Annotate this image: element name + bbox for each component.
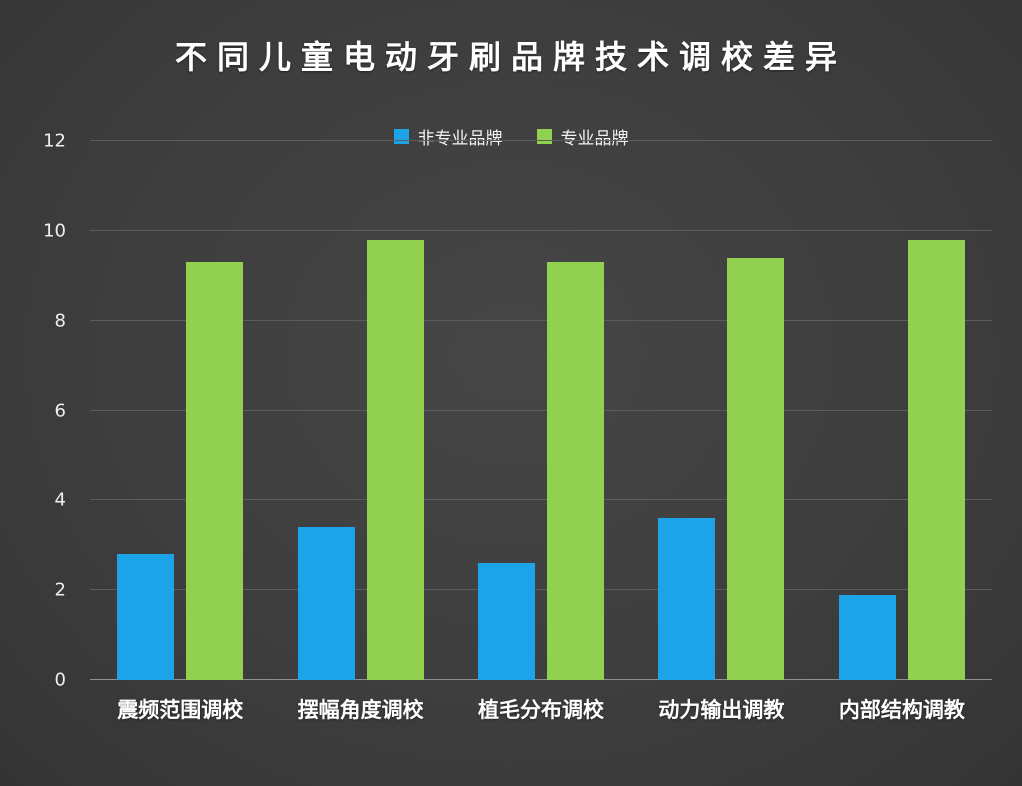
- gridline: [90, 589, 992, 591]
- bar-group: [631, 141, 811, 680]
- gridline: [90, 499, 992, 501]
- legend-label: 专业品牌: [560, 129, 629, 149]
- x-axis-labels: 震频范围调校 摆幅角度调校 植毛分布调校 动力输出调教 内部结构调教: [90, 694, 992, 724]
- gridline: [90, 409, 992, 411]
- bar-专业品牌: [907, 239, 965, 680]
- y-tick-label: 0: [54, 669, 66, 691]
- gridline: [90, 679, 992, 680]
- x-tick-label: 动力输出调教: [658, 698, 785, 722]
- bar-专业品牌: [547, 262, 605, 680]
- y-tick-label: 2: [54, 579, 66, 601]
- y-axis: 0 2 4 6 8 10 12: [0, 131, 80, 691]
- y-tick-label: 10: [43, 220, 66, 242]
- gridline: [90, 140, 992, 141]
- gridline: [90, 319, 992, 321]
- x-tick-label: 植毛分布调校: [478, 698, 605, 722]
- bar-专业品牌: [186, 262, 244, 680]
- bar-group: [90, 141, 270, 680]
- bar-group: [270, 141, 450, 680]
- x-tick-label: 震频范围调校: [117, 698, 244, 722]
- y-tick-label: 4: [54, 489, 66, 511]
- bar-group: [451, 141, 631, 680]
- x-tick-label: 摆幅角度调校: [297, 698, 424, 722]
- bar-专业品牌: [366, 239, 424, 680]
- y-tick-label: 6: [54, 400, 66, 421]
- gridline: [90, 229, 992, 231]
- bar-专业品牌: [727, 257, 785, 680]
- bar-groups: [90, 141, 992, 680]
- bar-非专业品牌: [478, 563, 536, 680]
- x-tick-label: 内部结构调教: [838, 698, 965, 722]
- plot-area: [90, 140, 992, 680]
- y-tick-label: 8: [54, 310, 66, 332]
- bar-非专业品牌: [658, 518, 716, 680]
- bar-非专业品牌: [838, 594, 896, 680]
- bar-非专业品牌: [297, 527, 355, 680]
- y-tick-label: 12: [43, 130, 66, 152]
- legend-label: 非专业品牌: [417, 129, 503, 149]
- bar-group: [812, 141, 992, 680]
- chart-title: 不同儿童电动牙刷品牌技术调校差异: [174, 38, 847, 76]
- bar-非专业品牌: [117, 554, 175, 680]
